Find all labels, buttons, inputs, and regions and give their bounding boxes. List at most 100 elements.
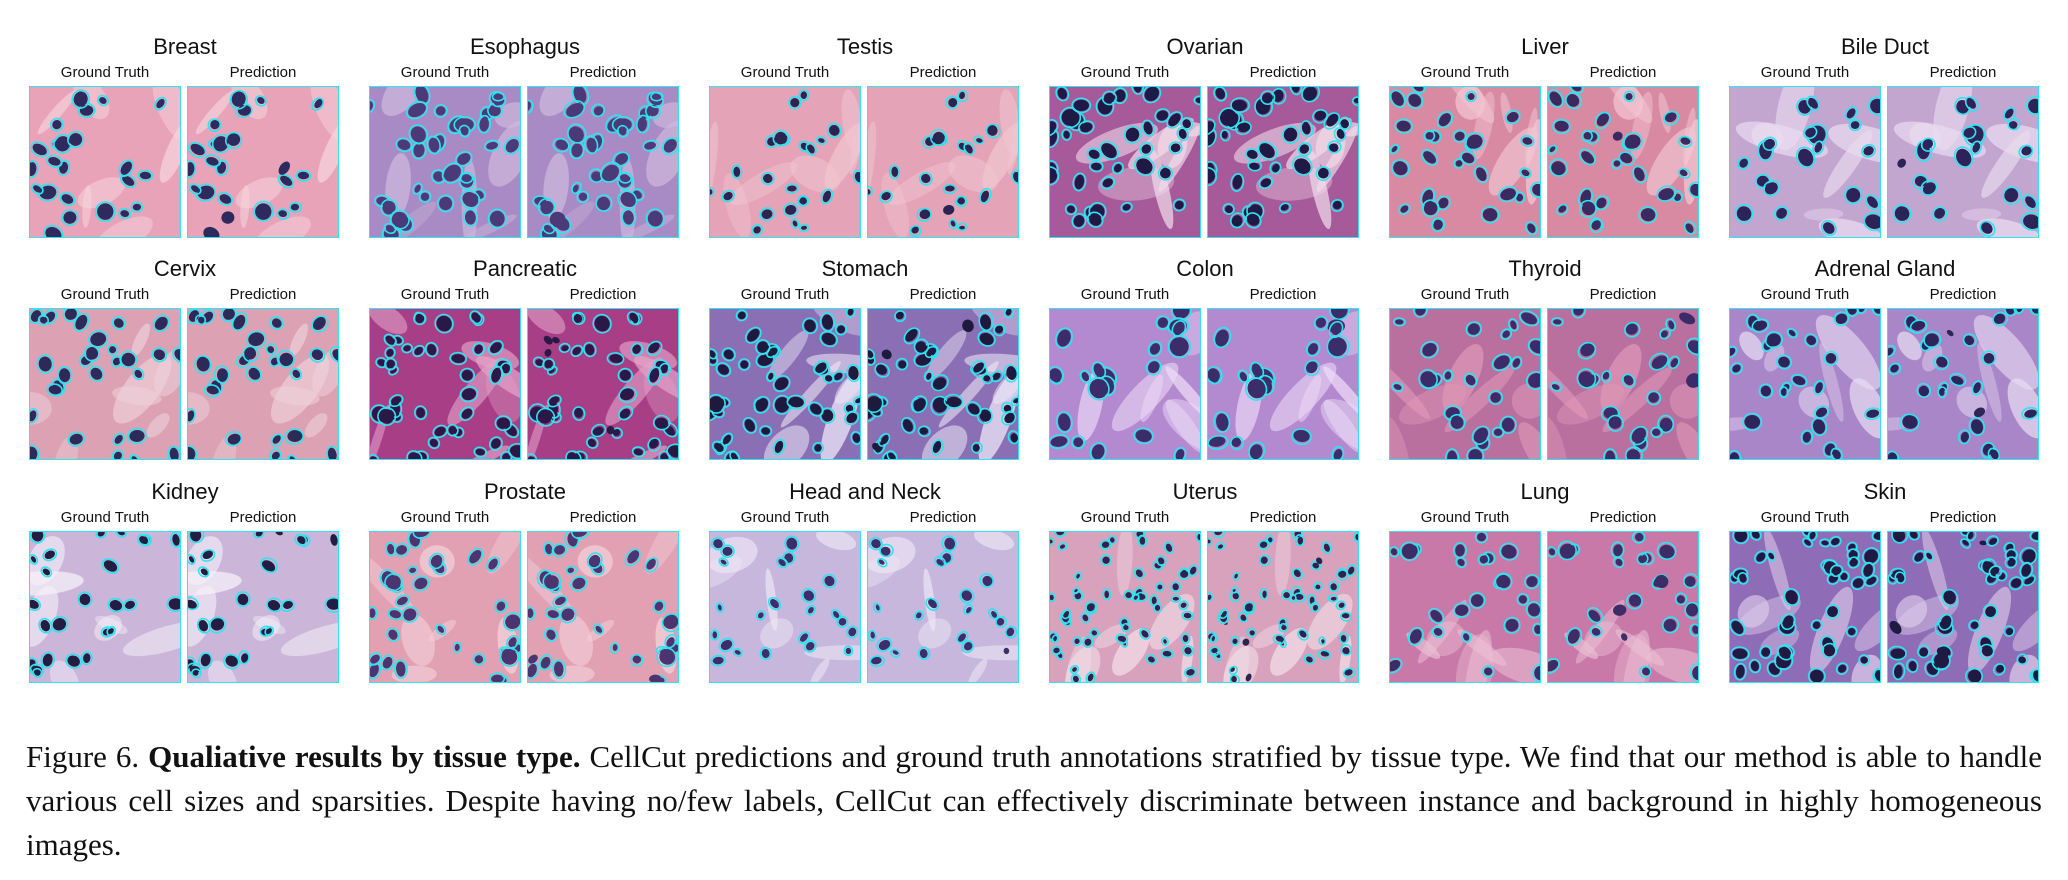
prediction-label: Prediction [1929, 64, 1997, 81]
ground-truth-image [29, 308, 181, 460]
prediction-label: Prediction [1589, 509, 1657, 526]
ground-truth-label: Ground Truth [1420, 64, 1510, 81]
prediction-label: Prediction [229, 64, 297, 81]
ground-truth-image [29, 86, 181, 238]
tissue-panel-uterus: Uterus Ground Truth Prediction [1049, 479, 1361, 697]
prediction-image [867, 531, 1019, 683]
ground-truth-image [369, 86, 521, 238]
tissue-panel-prostate: Prostate Ground Truth Prediction [369, 479, 681, 697]
prediction-image [1547, 86, 1699, 238]
tissue-panel-kidney: Kidney Ground Truth Prediction [29, 479, 341, 697]
prediction-image [867, 86, 1019, 238]
caption-text: CellCut predictions and ground truth ann… [26, 739, 2043, 862]
prediction-image [1207, 308, 1359, 460]
prediction-label: Prediction [1589, 286, 1657, 303]
tissue-panel-thyroid: Thyroid Ground Truth Prediction [1389, 256, 1701, 474]
ground-truth-image [1389, 531, 1541, 683]
tissue-panel-skin: Skin Ground Truth Prediction [1729, 479, 2041, 697]
tissue-title: Stomach [821, 256, 909, 281]
caption-label: Figure 6. [26, 739, 140, 774]
ground-truth-label: Ground Truth [740, 509, 830, 526]
ground-truth-label: Ground Truth [1760, 509, 1850, 526]
prediction-label: Prediction [1589, 64, 1657, 81]
tissue-title: Esophagus [469, 34, 581, 59]
tissue-panel-ovarian: Ovarian Ground Truth Prediction [1049, 34, 1361, 252]
ground-truth-image [1729, 308, 1881, 460]
tissue-title: Lung [1520, 479, 1570, 504]
figure-grid: Breast Ground Truth Prediction Esophagus Gro… [29, 34, 2041, 697]
prediction-label: Prediction [1249, 286, 1317, 303]
ground-truth-label: Ground Truth [60, 64, 150, 81]
prediction-image [527, 86, 679, 238]
ground-truth-label: Ground Truth [1080, 286, 1170, 303]
tissue-title: Ovarian [1166, 34, 1244, 59]
tissue-panel-testis: Testis Ground Truth Prediction [709, 34, 1021, 252]
tissue-panel-adrenal-gland: Adrenal Gland Ground Truth Prediction [1729, 256, 2041, 474]
tissue-panel-esophagus: Esophagus Ground Truth Prediction [369, 34, 681, 252]
tissue-title: Skin [1863, 479, 1907, 504]
tissue-panel-cervix: Cervix Ground Truth Prediction [29, 256, 341, 474]
prediction-image [187, 308, 339, 460]
tissue-title: Prostate [484, 479, 566, 504]
ground-truth-label: Ground Truth [1420, 286, 1510, 303]
tissue-panel-lung: Lung Ground Truth Prediction [1389, 479, 1701, 697]
ground-truth-image [1049, 86, 1201, 238]
ground-truth-label: Ground Truth [400, 64, 490, 81]
prediction-image [867, 308, 1019, 460]
ground-truth-label: Ground Truth [60, 509, 150, 526]
prediction-image [1207, 86, 1359, 238]
prediction-label: Prediction [1249, 64, 1317, 81]
prediction-image [1547, 308, 1699, 460]
tissue-panel-pancreatic: Pancreatic Ground Truth Prediction [369, 256, 681, 474]
ground-truth-image [1389, 308, 1541, 460]
tissue-title: Liver [1521, 34, 1569, 59]
ground-truth-label: Ground Truth [1760, 286, 1850, 303]
tissue-title: Testis [836, 34, 894, 59]
tissue-title: Cervix [153, 256, 217, 281]
ground-truth-label: Ground Truth [60, 286, 150, 303]
prediction-label: Prediction [569, 286, 637, 303]
prediction-image [187, 531, 339, 683]
tissue-panel-liver: Liver Ground Truth Prediction [1389, 34, 1701, 252]
ground-truth-image [709, 86, 861, 238]
prediction-label: Prediction [229, 286, 297, 303]
prediction-image [527, 531, 679, 683]
tissue-panel-breast: Breast Ground Truth Prediction [29, 34, 341, 252]
ground-truth-image [1049, 308, 1201, 460]
prediction-image [1887, 86, 2039, 238]
ground-truth-label: Ground Truth [400, 509, 490, 526]
prediction-label: Prediction [569, 64, 637, 81]
prediction-label: Prediction [909, 509, 977, 526]
tissue-panel-stomach: Stomach Ground Truth Prediction [709, 256, 1021, 474]
tissue-title: Uterus [1172, 479, 1238, 504]
tissue-title: Kidney [151, 479, 219, 504]
ground-truth-image [369, 308, 521, 460]
ground-truth-image [1729, 531, 1881, 683]
tissue-panel-head-and-neck: Head and Neck Ground Truth Prediction [709, 479, 1021, 697]
tissue-title: Head and Neck [789, 479, 941, 504]
ground-truth-label: Ground Truth [400, 286, 490, 303]
prediction-image [1887, 531, 2039, 683]
prediction-label: Prediction [229, 509, 297, 526]
ground-truth-label: Ground Truth [1080, 509, 1170, 526]
tissue-title: Thyroid [1508, 256, 1582, 281]
prediction-image [1887, 308, 2039, 460]
prediction-label: Prediction [1929, 509, 1997, 526]
prediction-image [527, 308, 679, 460]
prediction-label: Prediction [909, 64, 977, 81]
prediction-label: Prediction [1249, 509, 1317, 526]
prediction-image [1547, 531, 1699, 683]
tissue-title: Colon [1176, 256, 1234, 281]
ground-truth-image [1049, 531, 1201, 683]
tissue-panel-bile-duct: Bile Duct Ground Truth Prediction [1729, 34, 2041, 252]
ground-truth-image [709, 308, 861, 460]
prediction-label: Prediction [909, 286, 977, 303]
ground-truth-label: Ground Truth [740, 64, 830, 81]
tissue-title: Adrenal Gland [1814, 256, 1956, 281]
ground-truth-label: Ground Truth [1760, 64, 1850, 81]
ground-truth-label: Ground Truth [1080, 64, 1170, 81]
figure-caption: Figure 6. Qualiative results by tissue t… [26, 735, 2042, 867]
ground-truth-image [1389, 86, 1541, 238]
ground-truth-image [29, 531, 181, 683]
caption-bold-title: Qualiative results by tissue type. [148, 739, 581, 774]
